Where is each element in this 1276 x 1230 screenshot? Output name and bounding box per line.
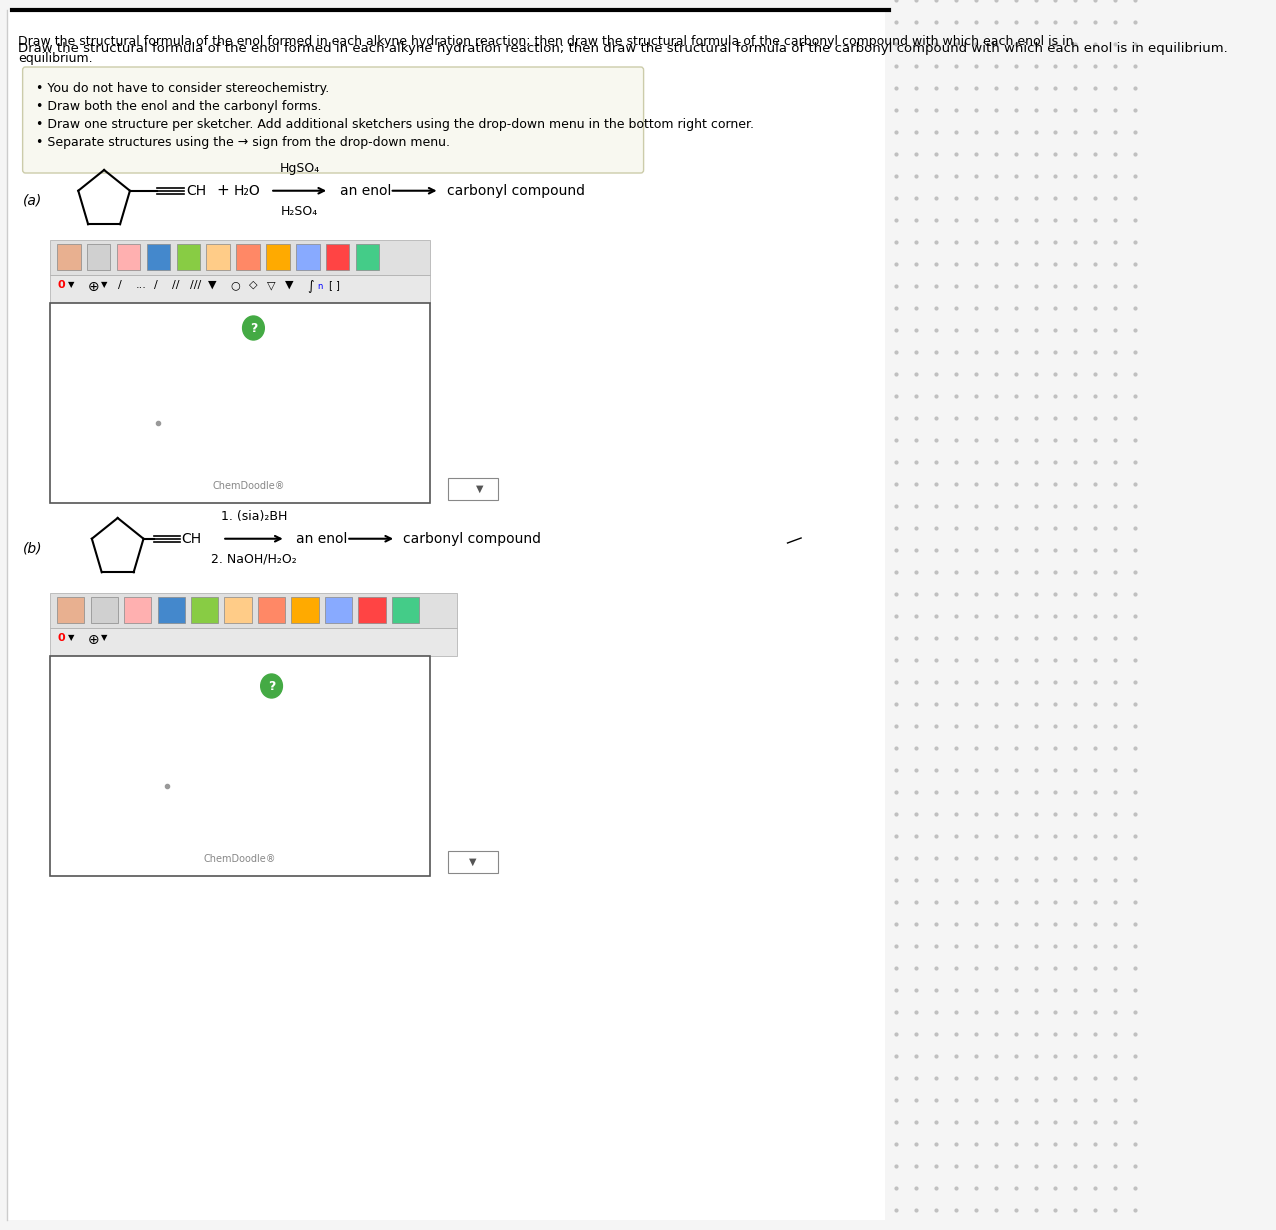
Bar <box>325 597 352 624</box>
Text: ◇: ◇ <box>249 280 258 290</box>
Bar <box>207 244 230 271</box>
Bar <box>50 303 430 503</box>
Text: 2. NaOH/H₂O₂: 2. NaOH/H₂O₂ <box>211 552 297 566</box>
Text: CH: CH <box>181 531 202 546</box>
Circle shape <box>260 674 282 697</box>
Text: carbonyl compound: carbonyl compound <box>447 183 584 198</box>
Bar <box>448 478 498 501</box>
Text: /: / <box>154 280 158 290</box>
Text: /: / <box>117 280 121 290</box>
Text: 0: 0 <box>57 280 65 290</box>
Bar <box>147 244 170 271</box>
Bar <box>225 597 251 624</box>
Text: [ ]: [ ] <box>329 280 339 290</box>
Text: ▼: ▼ <box>476 483 484 494</box>
Bar <box>392 597 419 624</box>
Bar <box>57 597 84 624</box>
Text: Draw the structural formula of the enol formed in each alkyne hydration reaction: Draw the structural formula of the enol … <box>18 42 1228 55</box>
Text: (a): (a) <box>23 193 42 207</box>
Text: ?: ? <box>268 679 276 692</box>
Text: • You do not have to consider stereochemistry.: • You do not have to consider stereochem… <box>36 82 329 95</box>
Text: H₂O: H₂O <box>234 183 260 198</box>
Text: an enol: an enol <box>296 531 348 546</box>
Text: ?: ? <box>250 321 258 335</box>
Text: n: n <box>318 282 323 292</box>
Bar <box>57 244 80 271</box>
FancyBboxPatch shape <box>23 66 643 173</box>
Bar <box>291 597 319 624</box>
Text: ▼: ▼ <box>68 633 74 642</box>
Text: • Draw one structure per sketcher. Add additional sketchers using the drop-down : • Draw one structure per sketcher. Add a… <box>36 118 754 132</box>
Text: Draw the structural formula of the enol formed in each alkyne hydration reaction: Draw the structural formula of the enol … <box>18 34 1073 48</box>
Text: carbonyl compound: carbonyl compound <box>403 531 541 546</box>
Bar <box>296 244 319 271</box>
Text: ▼: ▼ <box>101 633 107 642</box>
Bar <box>236 244 260 271</box>
Bar <box>50 656 430 876</box>
Text: ▼: ▼ <box>208 280 217 290</box>
Text: CH: CH <box>186 183 207 198</box>
Text: ChemDoodle®: ChemDoodle® <box>204 854 276 863</box>
Circle shape <box>242 316 264 339</box>
Bar <box>258 597 285 624</box>
Text: • Draw both the enol and the carbonyl forms.: • Draw both the enol and the carbonyl fo… <box>36 100 322 113</box>
Bar <box>448 851 498 873</box>
Text: +: + <box>216 183 228 198</box>
Text: ▼: ▼ <box>468 857 476 867</box>
Bar <box>50 593 457 629</box>
Text: HgSO₄: HgSO₄ <box>279 161 320 175</box>
Text: ▼: ▼ <box>68 280 74 289</box>
Bar <box>356 244 379 271</box>
Text: 0: 0 <box>57 633 65 643</box>
Text: ▼: ▼ <box>101 280 107 289</box>
Bar <box>50 240 430 276</box>
Text: ///: /// <box>190 280 202 290</box>
Bar <box>117 244 140 271</box>
Text: (b): (b) <box>23 541 42 555</box>
Bar <box>124 597 151 624</box>
Bar <box>8 10 886 1220</box>
Text: an enol: an enol <box>339 183 392 198</box>
Bar <box>359 597 385 624</box>
Bar <box>87 244 111 271</box>
Text: H₂SO₄: H₂SO₄ <box>281 204 318 218</box>
Text: ...: ... <box>135 280 147 290</box>
Text: //: // <box>172 280 180 290</box>
Bar <box>50 629 457 656</box>
Bar <box>157 597 185 624</box>
Text: ⊕: ⊕ <box>88 633 100 647</box>
Text: ChemDoodle®: ChemDoodle® <box>213 481 285 491</box>
Bar <box>50 276 430 303</box>
Text: 1. (sia)₂BH: 1. (sia)₂BH <box>221 509 287 523</box>
Text: ▽: ▽ <box>267 280 276 290</box>
Text: ∫: ∫ <box>308 280 314 293</box>
Text: equilibrium.: equilibrium. <box>18 52 93 65</box>
Bar <box>176 244 200 271</box>
Text: ○: ○ <box>231 280 241 290</box>
Bar <box>325 244 350 271</box>
Bar <box>91 597 117 624</box>
Bar <box>267 244 290 271</box>
Bar <box>191 597 218 624</box>
Text: ⊕: ⊕ <box>88 280 100 294</box>
Text: ▼: ▼ <box>285 280 293 290</box>
Text: • Separate structures using the → sign from the drop-down menu.: • Separate structures using the → sign f… <box>36 137 450 149</box>
